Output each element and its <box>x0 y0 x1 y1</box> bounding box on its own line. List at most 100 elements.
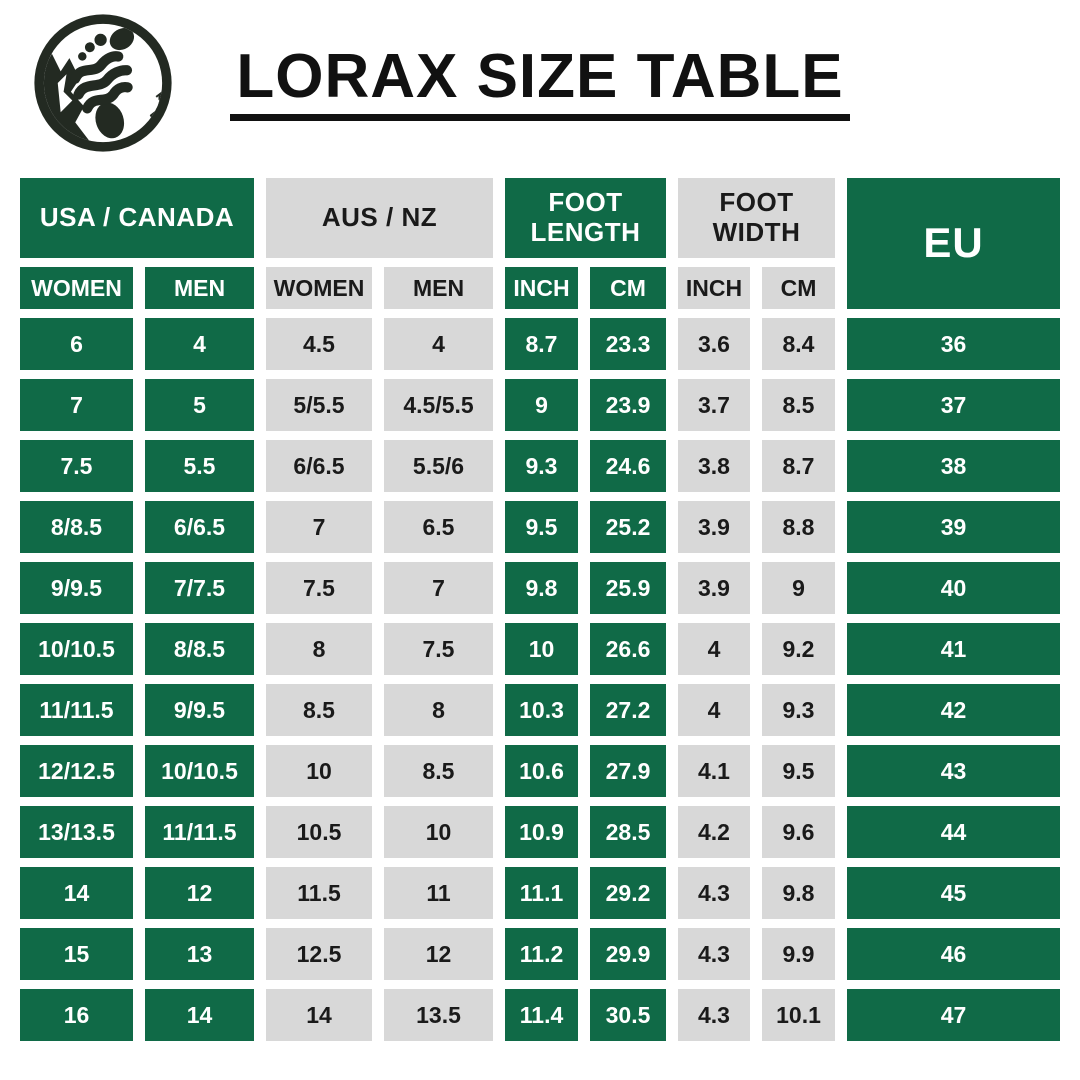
table-cell: 8.5 <box>762 379 835 431</box>
table-cell: 30.5 <box>590 989 666 1041</box>
table-cell: 11.4 <box>505 989 578 1041</box>
table-cell: 7.5 <box>20 440 133 492</box>
table-cell: 6/6.5 <box>266 440 372 492</box>
group-header-foot-width-label: FOOT WIDTH <box>712 187 801 247</box>
table-cell: 9.5 <box>762 745 835 797</box>
table-cell: 6/6.5 <box>145 501 254 553</box>
table-cell: 45 <box>847 867 1060 919</box>
table-cell: 40 <box>847 562 1060 614</box>
table-cell: 7 <box>20 379 133 431</box>
table-cell: 3.9 <box>678 501 750 553</box>
sub-header-width-cm: CM <box>762 267 835 309</box>
table-cell: 3.9 <box>678 562 750 614</box>
table-cell: 38 <box>847 440 1060 492</box>
size-table: USA / CANADA AUS / NZ FOOT LENGTH FOOT W… <box>20 178 1060 1041</box>
table-cell: 41 <box>847 623 1060 675</box>
table-cell: 7/7.5 <box>145 562 254 614</box>
table-cell: 27.9 <box>590 745 666 797</box>
sub-header-length-inch: INCH <box>505 267 578 309</box>
table-cell: 8/8.5 <box>145 623 254 675</box>
table-cell: 11.2 <box>505 928 578 980</box>
table-cell: 42 <box>847 684 1060 736</box>
table-cell: 23.3 <box>590 318 666 370</box>
table-cell: 5 <box>145 379 254 431</box>
table-cell: 44 <box>847 806 1060 858</box>
table-cell: 7.5 <box>266 562 372 614</box>
table-cell: 3.7 <box>678 379 750 431</box>
table-cell: 9 <box>762 562 835 614</box>
table-cell: 7 <box>266 501 372 553</box>
table-cell: 29.9 <box>590 928 666 980</box>
table-cell: 12.5 <box>266 928 372 980</box>
table-cell: 9/9.5 <box>145 684 254 736</box>
table-cell: 28.5 <box>590 806 666 858</box>
table-cell: 4 <box>678 623 750 675</box>
table-cell: 14 <box>145 989 254 1041</box>
table-cell: 4 <box>145 318 254 370</box>
table-cell: 4.5 <box>266 318 372 370</box>
table-cell: 10.1 <box>762 989 835 1041</box>
table-cell: 23.9 <box>590 379 666 431</box>
table-cell: 10/10.5 <box>145 745 254 797</box>
group-header-foot-length: FOOT LENGTH <box>505 178 666 258</box>
table-cell: 4.1 <box>678 745 750 797</box>
table-cell: 24.6 <box>590 440 666 492</box>
table-cell: 9.2 <box>762 623 835 675</box>
table-cell: 14 <box>266 989 372 1041</box>
table-cell: 13 <box>145 928 254 980</box>
table-cell: 10.9 <box>505 806 578 858</box>
sub-header-aus-women: WOMEN <box>266 267 372 309</box>
table-cell: 8 <box>266 623 372 675</box>
table-cell: 36 <box>847 318 1060 370</box>
table-cell: 10/10.5 <box>20 623 133 675</box>
group-header-foot-width: FOOT WIDTH <box>678 178 835 258</box>
table-cell: 9 <box>505 379 578 431</box>
table-cell: 16 <box>20 989 133 1041</box>
table-cell: 3.8 <box>678 440 750 492</box>
table-cell: 3.6 <box>678 318 750 370</box>
table-cell: 9.6 <box>762 806 835 858</box>
group-header-aus-nz: AUS / NZ <box>266 178 493 258</box>
table-cell: 13.5 <box>384 989 493 1041</box>
table-cell: 12 <box>384 928 493 980</box>
table-cell: 5.5 <box>145 440 254 492</box>
table-cell: 37 <box>847 379 1060 431</box>
table-cell: 29.2 <box>590 867 666 919</box>
table-cell: 4 <box>384 318 493 370</box>
table-cell: 13/13.5 <box>20 806 133 858</box>
table-cell: 4.3 <box>678 867 750 919</box>
table-cell: 4.3 <box>678 989 750 1041</box>
sub-header-usa-men: MEN <box>145 267 254 309</box>
table-cell: 11.5 <box>266 867 372 919</box>
table-cell: 7 <box>384 562 493 614</box>
table-cell: 9.3 <box>762 684 835 736</box>
table-cell: 4.3 <box>678 928 750 980</box>
table-cell: 11/11.5 <box>20 684 133 736</box>
table-cell: 10.5 <box>266 806 372 858</box>
table-cell: 27.2 <box>590 684 666 736</box>
table-cell: 9.9 <box>762 928 835 980</box>
table-cell: 4.2 <box>678 806 750 858</box>
table-cell: 8 <box>384 684 493 736</box>
table-cell: 6.5 <box>384 501 493 553</box>
table-cell: 47 <box>847 989 1060 1041</box>
table-cell: 4.5/5.5 <box>384 379 493 431</box>
table-cell: 4 <box>678 684 750 736</box>
table-cell: 7.5 <box>384 623 493 675</box>
page-header: LORAX SIZE TABLE <box>0 0 1080 172</box>
table-cell: 10.3 <box>505 684 578 736</box>
table-cell: 8/8.5 <box>20 501 133 553</box>
table-cell: 8.7 <box>505 318 578 370</box>
sub-header-usa-women: WOMEN <box>20 267 133 309</box>
table-cell: 15 <box>20 928 133 980</box>
table-cell: 9.8 <box>505 562 578 614</box>
table-cell: 12/12.5 <box>20 745 133 797</box>
table-cell: 9/9.5 <box>20 562 133 614</box>
table-cell: 10.6 <box>505 745 578 797</box>
group-header-usa-canada: USA / CANADA <box>20 178 254 258</box>
table-cell: 8.5 <box>266 684 372 736</box>
table-cell: 12 <box>145 867 254 919</box>
sub-header-length-cm: CM <box>590 267 666 309</box>
table-cell: 10 <box>266 745 372 797</box>
